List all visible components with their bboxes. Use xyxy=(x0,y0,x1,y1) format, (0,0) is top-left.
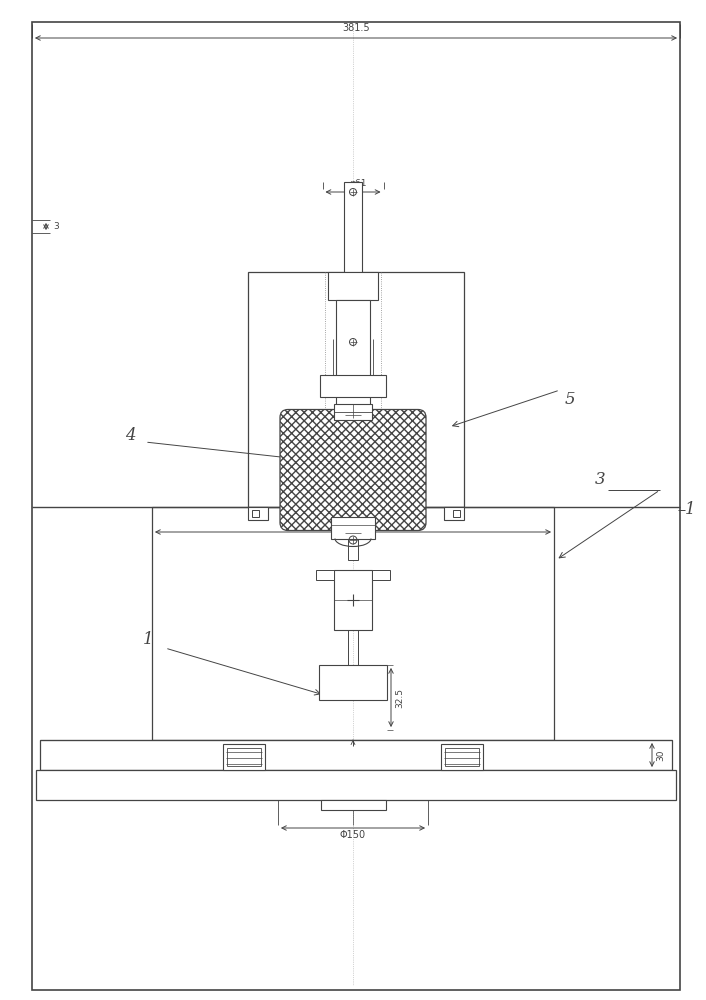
Text: 4: 4 xyxy=(125,426,136,444)
Bar xyxy=(441,744,483,770)
Bar xyxy=(372,570,390,580)
Bar xyxy=(320,375,386,397)
FancyBboxPatch shape xyxy=(280,410,426,530)
Bar xyxy=(248,272,464,507)
Text: 1: 1 xyxy=(143,632,153,648)
Bar xyxy=(344,182,362,272)
Bar xyxy=(36,770,676,800)
Text: 32.5: 32.5 xyxy=(395,688,404,708)
Text: 5: 5 xyxy=(565,391,575,408)
Text: 3: 3 xyxy=(594,472,605,488)
Bar xyxy=(40,740,672,770)
Text: φ61: φ61 xyxy=(349,179,366,188)
Bar xyxy=(227,748,261,766)
Bar xyxy=(336,300,370,497)
Bar xyxy=(334,570,372,630)
Bar xyxy=(321,800,385,810)
Text: 3: 3 xyxy=(53,222,59,231)
Bar xyxy=(334,403,372,420)
Bar xyxy=(348,538,358,560)
Text: Φ150: Φ150 xyxy=(340,830,366,840)
Bar xyxy=(252,510,259,517)
Bar xyxy=(248,507,268,520)
Text: 381.5: 381.5 xyxy=(342,23,370,33)
Bar xyxy=(152,507,554,740)
Bar xyxy=(444,507,464,520)
Text: 30: 30 xyxy=(656,749,665,761)
Bar xyxy=(223,744,265,770)
Text: φ40: φ40 xyxy=(349,329,366,338)
Bar xyxy=(331,516,375,538)
Bar xyxy=(453,510,460,517)
Bar xyxy=(328,272,378,300)
Text: 1: 1 xyxy=(685,502,695,518)
Bar xyxy=(319,665,387,700)
Bar xyxy=(316,570,334,580)
Bar xyxy=(445,748,479,766)
